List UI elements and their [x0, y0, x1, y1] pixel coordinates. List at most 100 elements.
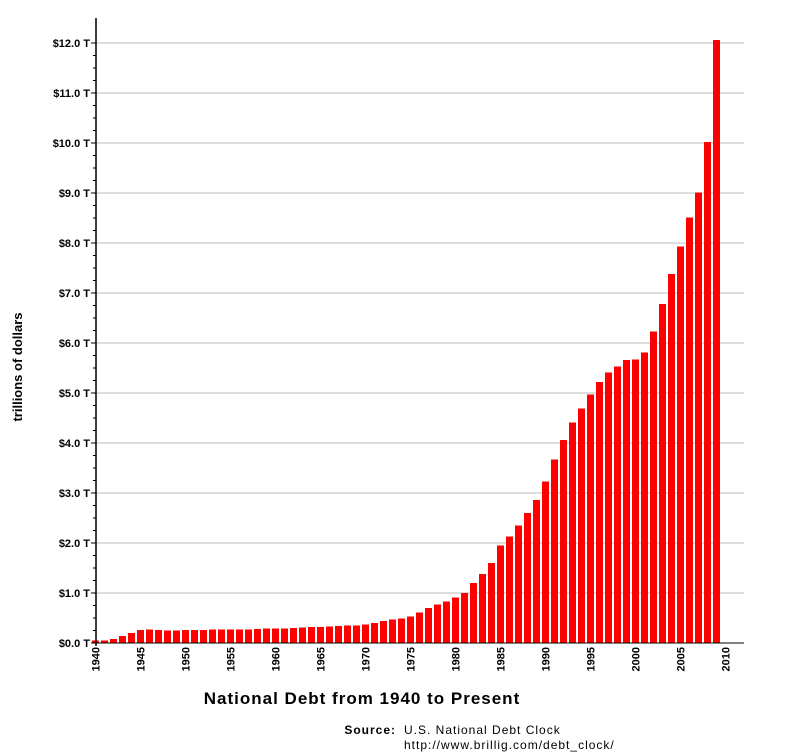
bar	[110, 639, 117, 643]
bar	[515, 525, 522, 643]
bar	[443, 601, 450, 643]
y-tick-labels: $0.0 T $1.0 T $2.0 T $3.0 T $4.0 T $5.0 T $6.0…	[53, 38, 91, 650]
bar	[407, 616, 414, 643]
bar	[668, 274, 675, 643]
y-tick-label: $12.0 T	[53, 38, 91, 50]
bar	[506, 536, 513, 643]
bar	[650, 331, 657, 643]
x-tick-label: 1955	[226, 647, 238, 671]
bar	[425, 608, 432, 643]
y-tick-label: $10.0 T	[53, 138, 91, 150]
bar	[605, 372, 612, 643]
bar	[569, 422, 576, 643]
bar	[155, 630, 162, 643]
bar	[209, 629, 216, 643]
bar	[542, 481, 549, 643]
bar	[245, 629, 252, 643]
bar	[200, 630, 207, 643]
x-tick-label: 1990	[541, 647, 553, 671]
y-tick-label: $3.0 T	[59, 488, 90, 500]
bar	[461, 593, 468, 643]
bar	[596, 382, 603, 643]
bar	[452, 597, 459, 643]
chart-title: National Debt from 1940 to Present	[204, 689, 520, 708]
x-tick-label: 1965	[316, 647, 328, 671]
bar	[551, 459, 558, 643]
bar	[416, 612, 423, 643]
bar	[398, 618, 405, 643]
source-url: http://www.brillig.com/debt_clock/	[404, 738, 615, 752]
bar	[335, 626, 342, 643]
bar	[704, 142, 711, 643]
x-tick-label: 1945	[136, 647, 148, 671]
gridlines	[96, 42, 744, 594]
bar	[281, 628, 288, 643]
bar	[137, 630, 144, 643]
bar	[659, 304, 666, 643]
bar-series	[92, 40, 720, 643]
x-tick-label: 2005	[676, 647, 688, 671]
x-tick-labels: 1940 1945 1950 1955 1960 1965 1970 1975 1980 1985…	[91, 647, 733, 671]
bar	[173, 630, 180, 643]
bar	[326, 626, 333, 643]
bar	[218, 629, 225, 643]
bar	[164, 630, 171, 643]
y-tick-label: $6.0 T	[59, 338, 90, 350]
bar	[272, 628, 279, 643]
bar	[713, 40, 720, 643]
bar	[614, 366, 621, 643]
source-label: Source:	[344, 723, 396, 737]
bar	[380, 621, 387, 643]
bar	[191, 630, 198, 643]
bar	[479, 574, 486, 643]
y-tick-label: $1.0 T	[59, 588, 90, 600]
x-tick-label: 1995	[586, 647, 598, 671]
y-tick-label: $5.0 T	[59, 388, 90, 400]
x-tick-label: 1940	[91, 647, 103, 671]
bar	[497, 545, 504, 643]
y-tick-label: $11.0 T	[53, 88, 90, 100]
bar	[236, 629, 243, 643]
bar	[308, 627, 315, 643]
y-tick-label: $7.0 T	[59, 288, 90, 300]
bar	[578, 408, 585, 643]
bar	[587, 394, 594, 643]
bar	[290, 628, 297, 643]
x-tick-label: 1970	[361, 647, 373, 671]
bar	[434, 604, 441, 643]
x-tick-label: 1950	[181, 647, 193, 671]
bar	[470, 583, 477, 643]
bar	[362, 624, 369, 643]
bar	[389, 619, 396, 643]
bar	[524, 513, 531, 643]
bar	[254, 629, 261, 643]
bar	[560, 440, 567, 643]
x-tick-label: 2010	[721, 647, 733, 671]
x-tick-label: 1980	[451, 647, 463, 671]
bar	[641, 352, 648, 643]
bar	[119, 636, 126, 643]
bar	[101, 640, 108, 643]
x-tick-label: 1960	[271, 647, 283, 671]
axes	[91, 18, 744, 646]
y-tick-label: $9.0 T	[59, 188, 90, 200]
y-tick-label: $0.0 T	[59, 638, 90, 650]
bar	[182, 630, 189, 643]
bar	[227, 629, 234, 643]
bar	[146, 629, 153, 643]
bar	[686, 217, 693, 643]
x-tick-label: 2000	[631, 647, 643, 671]
bar	[677, 246, 684, 643]
bar	[371, 623, 378, 643]
y-tick-label: $2.0 T	[59, 538, 90, 550]
x-tick-label: 1975	[406, 647, 418, 671]
bar	[623, 360, 630, 643]
bar	[488, 563, 495, 643]
y-tick-label: $4.0 T	[59, 438, 90, 450]
bar	[632, 359, 639, 643]
bar	[263, 628, 270, 643]
bar	[353, 625, 360, 643]
bar	[695, 192, 702, 643]
source-name: U.S. National Debt Clock	[404, 723, 561, 737]
